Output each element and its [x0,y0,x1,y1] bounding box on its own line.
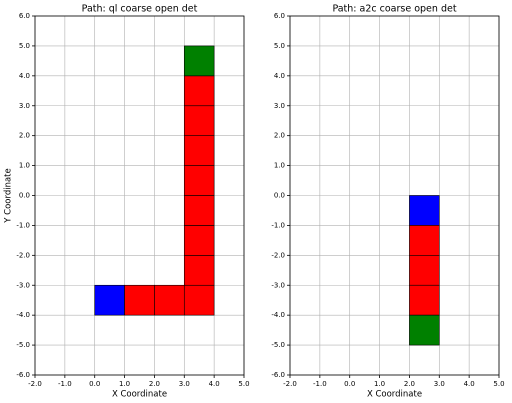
y-tick-label: -1.0 [271,221,285,229]
y-tick-label: -4.0 [271,311,285,319]
chart-title: Path: a2c coarse open det [332,4,456,15]
path-cell [183,255,215,286]
path-cell [183,284,215,316]
y-tick-label: 3.0 [274,102,285,110]
y-tick-label: -6.0 [271,371,285,379]
x-tick-label: 3.0 [179,380,190,388]
y-tick-label: 3.0 [19,102,30,110]
x-tick-label: 0.0 [89,380,100,388]
x-tick-label: 5.0 [238,380,249,388]
x-tick-label: 1.0 [374,380,385,388]
path-cell [183,195,215,226]
x-tick-label: -1.0 [313,380,327,388]
x-tick-label: 3.0 [434,380,445,388]
axes-frame [34,15,245,376]
y-tick-label: 5.0 [19,42,30,50]
y-tick-label: -3.0 [271,281,285,289]
x-tick-label: 0.0 [344,380,355,388]
y-tick-label: 6.0 [19,12,30,20]
x-tick-label: 5.0 [493,380,504,388]
y-tick-label: 0.0 [19,192,30,200]
path-cell [124,284,155,316]
path-cell [183,135,215,166]
x-tick-label: 2.0 [149,380,160,388]
path-cell [409,255,440,286]
y-tick-label: -5.0 [271,341,285,349]
path-cell [409,314,440,346]
y-axis-label: Y Coordinate [4,168,14,224]
x-tick-label: 2.0 [404,380,415,388]
y-tick-label: 4.0 [19,72,30,80]
path-cell [183,105,215,136]
y-tick-label: 2.0 [19,132,30,140]
x-tick-label: 1.0 [119,380,130,388]
y-tick-label: 2.0 [274,132,285,140]
path-cell [94,284,125,316]
axes-frame [289,15,500,376]
x-axis-label: X Coordinate [112,390,167,400]
path-cell [183,225,215,256]
y-tick-label: -2.0 [271,251,285,259]
path-cell [183,165,215,196]
path-cell [409,195,440,226]
y-tick-label: 6.0 [274,12,285,20]
y-tick-label: -3.0 [16,281,30,289]
y-tick-label: 0.0 [274,192,285,200]
subplot: -2.0 -1.0 0.0 1.0 2.0 3.0 4.0 5.0 -6.0 -5.0 -4.0 -3… [271,4,504,400]
subplot: -2.0 -1.0 0.0 1.0 2.0 3.0 4.0 5.0 -6.0 -5.0 -4.0 -3… [4,4,250,400]
x-tick-label: 4.0 [209,380,220,388]
path-cell [183,75,215,107]
y-tick-label: 1.0 [274,162,285,170]
chart-title: Path: ql coarse open det [82,4,198,15]
y-tick-label: -5.0 [16,341,30,349]
y-tick-label: 1.0 [19,162,30,170]
y-tick-label: -6.0 [16,371,30,379]
y-tick-label: 5.0 [274,42,285,50]
x-tick-label: -2.0 [283,380,297,388]
y-tick-label: -1.0 [16,221,30,229]
y-tick-label: -4.0 [16,311,30,319]
x-tick-label: -2.0 [28,380,42,388]
path-cell [183,45,215,77]
x-tick-label: -1.0 [58,380,72,388]
x-tick-label: 4.0 [464,380,475,388]
path-cell [409,284,440,316]
y-tick-label: 4.0 [274,72,285,80]
y-tick-label: -2.0 [16,251,30,259]
x-axis-label: X Coordinate [367,390,422,400]
path-cell [409,225,440,256]
path-cell [154,284,185,316]
